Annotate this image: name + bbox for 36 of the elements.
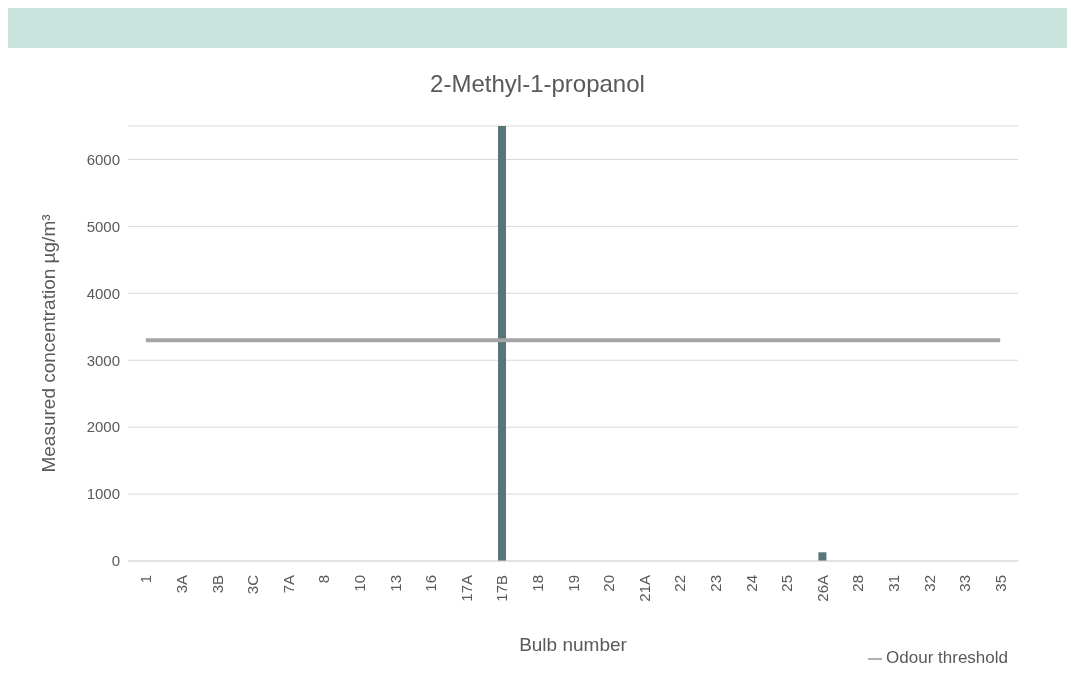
x-tick-label: 3B [208,575,226,594]
x-tick-label: 22 [671,575,689,592]
chart-title: 2-Methyl-1-propanol [429,69,646,99]
x-tick-label: 3A [172,575,190,594]
x-tick-label: 17B [493,575,511,602]
x-tick-label: 21A [635,575,653,602]
y-tick-label: 4000 [86,284,120,302]
x-tick-label: 33 [956,575,974,592]
y-tick-label: 6000 [86,150,120,168]
x-tick-label: 26A [813,575,831,602]
y-tick-label: 5000 [86,217,120,235]
x-tick-label: 31 [884,575,902,592]
x-tick-label: 16 [422,575,440,592]
x-tick-label: 28 [849,575,867,592]
x-tick-label: 3C [244,574,262,595]
x-tick-label: 20 [600,575,618,592]
x-tick-label: 17A [457,575,475,602]
x-tick-label: 7A [279,575,297,594]
x-tick-label: 23 [706,575,724,592]
x-tick-label: 13 [386,575,404,592]
x-tick-label: 25 [778,575,796,592]
x-tick-label: 35 [991,575,1009,592]
x-axis-title: Bulb number [519,634,628,655]
x-tick-label: 18 [528,575,546,592]
x-tick-label: 10 [350,575,368,592]
x-tick-label: 8 [315,575,333,584]
x-tick-label: 24 [742,575,760,592]
y-axis-title: Measured concentration µg/m³ [37,214,59,473]
y-tick-label: 1000 [86,485,120,503]
legend-label: Odour threshold [886,648,1008,667]
x-tick-label: 19 [564,575,582,592]
y-tick-label: 0 [111,552,120,570]
x-tick-label: 32 [920,575,938,592]
y-tick-label: 2000 [86,418,120,436]
y-tick-label: 3000 [86,351,120,369]
x-tick-label: 1 [137,575,155,584]
